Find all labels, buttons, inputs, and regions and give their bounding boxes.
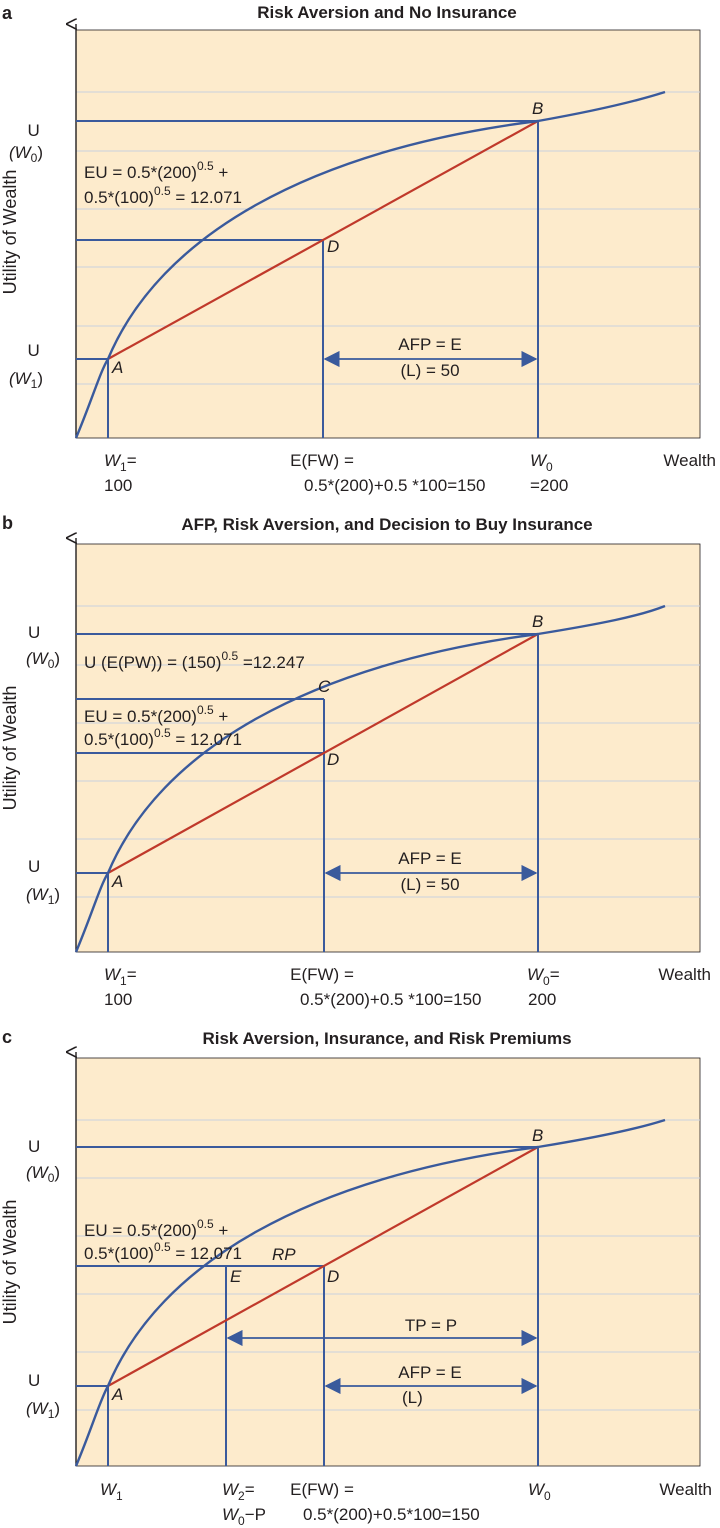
u-w1-label: U (W1) [26,1371,60,1421]
utility-curve [74,90,666,439]
x-w1-label-line1: W1= [104,451,137,474]
afp-label-line1: AFP = E [398,849,461,868]
panel-a: a Risk Aversion and No Insurance A B D U [0,3,716,495]
x-axis-label: Wealth [663,451,716,470]
plot-background [75,1057,701,1467]
gridlines [76,91,700,385]
panel-b: b AFP, Risk Aversion, and Decision to Bu… [0,513,711,1009]
x-efw-label-line1: E(FW) = [290,1480,354,1499]
panel-title: Risk Aversion, Insurance, and Risk Premi… [202,1029,571,1048]
point-d: D [327,237,339,256]
afp-label-line1: AFP = E [398,335,461,354]
panel-letter: c [2,1027,12,1047]
point-d: D [327,750,339,769]
u-w0-label: U (W0) [26,1137,60,1185]
point-d: D [327,1267,339,1286]
point-b: B [532,1126,543,1145]
afp-label-line2: (L) [402,1388,423,1407]
gridlines [76,1119,700,1411]
afp-label-line1: AFP = E [398,1363,461,1382]
point-e: E [230,1267,242,1286]
point-a: A [111,358,123,377]
expected-utility-chord [107,120,539,360]
eu-label-line2: 0.5*(100)0.5 = 12.071 [84,1240,242,1263]
x-efw-label-line2: 0.5*(200)+0.5 *100=150 [304,476,486,495]
reference-lines [76,633,539,952]
eu-label-line1: EU = 0.5*(200)0.5 + [84,159,228,182]
eu-label-line2: 0.5*(100)0.5 = 12.071 [84,726,242,749]
u-w0-label: U (W0) [9,121,45,165]
point-b: B [532,612,543,631]
x-efw-label-line2: 0.5*(200)+0.5 *100=150 [300,990,482,1009]
x-w0-label-line2: =200 [530,476,568,495]
x-efw-label-line1: E(FW) = [290,965,354,984]
x-w1-label: W1 [100,1480,123,1503]
x-axis-label: Wealth [659,1480,712,1499]
uefw-label: U (E(PW)) = (150)0.5 =12.247 [84,649,305,672]
y-axis-label: Utility of Wealth [0,686,20,811]
panel-letter: a [2,3,13,23]
point-a: A [111,872,123,891]
expected-utility-chord [107,1146,539,1387]
plot-background [75,543,701,953]
point-a: A [111,1385,123,1404]
x-w0-label-line1: W0= [527,965,560,988]
afp-label-line2: (L) = 50 [400,875,459,894]
u-w1-label: U (W1) [26,857,60,907]
x-efw-label-line1: E(FW) = [290,451,354,470]
panel-title: Risk Aversion and No Insurance [257,3,516,22]
utility-curve [74,1118,666,1467]
x-axis-label: Wealth [658,965,711,984]
u-w0-label: U (W0) [26,623,60,671]
afp-label-line2: (L) = 50 [400,361,459,380]
x-w1-label-line2: 100 [104,476,132,495]
plot-background [75,29,701,439]
x-w0-label-line1: W0 [530,451,553,474]
eu-label-line1: EU = 0.5*(200)0.5 + [84,703,228,726]
x-w1-label-line2: 100 [104,990,132,1009]
panel-title: AFP, Risk Aversion, and Decision to Buy … [181,515,592,534]
x-w2-label-line2: W0−P [222,1505,266,1528]
x-efw-label-line2: 0.5*(200)+0.5*100=150 [303,1505,480,1524]
expected-utility-chord [107,633,539,874]
panel-letter: b [2,513,13,533]
reference-lines [76,1146,539,1466]
eu-label-line2: 0.5*(100)0.5 = 12.071 [84,184,242,207]
x-w0-label: W0 [528,1480,551,1503]
gridlines [76,605,700,898]
utility-curve [74,604,666,953]
tp-label: TP = P [405,1316,457,1335]
panel-c: c Risk Aversion, Insurance, and Risk Pre… [0,1027,712,1528]
point-b: B [532,99,543,118]
y-axis-label: Utility of Wealth [0,1200,20,1325]
x-w1-label-line1: W1= [104,965,137,988]
point-c: C [318,677,331,696]
y-axis-label: Utility of Wealth [0,170,20,295]
reference-lines [76,120,539,438]
rp-label: RP [272,1245,296,1264]
x-w0-label-line2: 200 [528,990,556,1009]
eu-label-line1: EU = 0.5*(200)0.5 + [84,1217,228,1240]
x-w2-label-line1: W2= [222,1480,255,1503]
u-w1-label: U (W1) [9,341,45,391]
